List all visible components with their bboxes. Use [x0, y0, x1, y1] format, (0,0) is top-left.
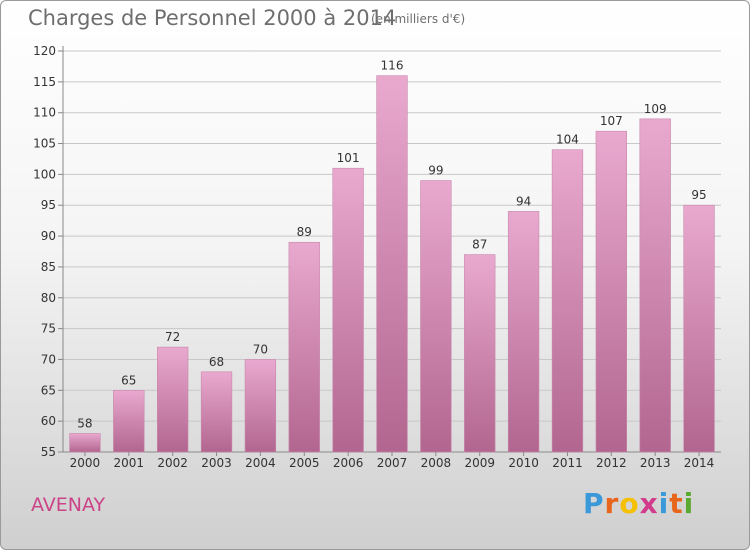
bar-value-label: 104 [556, 133, 579, 147]
x-tick-label: 2005 [289, 456, 320, 470]
chart-subtitle: (en milliers d'€) [371, 12, 466, 26]
bar-value-label: 107 [600, 114, 623, 128]
logo-letter: o [619, 487, 640, 520]
bars [69, 75, 715, 453]
x-tick-label: 2007 [377, 456, 408, 470]
bar [639, 118, 671, 453]
bar-value-label: 58 [77, 416, 92, 430]
bar [376, 75, 408, 453]
bar-value-label: 70 [253, 342, 268, 356]
logo-letter: i [683, 487, 695, 520]
y-tick-label: 60 [41, 414, 56, 428]
bar [595, 130, 627, 453]
data-labels: 58 65 72 68 70 89 101 116 99 87 94 104 107 109 95 [77, 59, 706, 431]
y-tick-label: 120 [33, 44, 56, 58]
bar-value-label: 109 [644, 102, 667, 116]
bar-value-label: 89 [297, 225, 312, 239]
bar [683, 204, 715, 453]
y-tick-label: 70 [41, 352, 56, 366]
y-tick-label: 75 [41, 322, 56, 336]
logo-letter: i [658, 487, 670, 520]
x-tick-label: 2006 [333, 456, 364, 470]
bar [332, 167, 364, 453]
x-tick-label: 2004 [245, 456, 276, 470]
logo-letter: t [669, 487, 684, 520]
bar [69, 433, 101, 453]
x-tick-label: 2001 [114, 456, 145, 470]
x-tick-label: 2011 [552, 456, 583, 470]
bar [551, 149, 584, 453]
bar-value-label: 68 [209, 355, 224, 369]
y-tick-label: 95 [41, 198, 56, 212]
bar-value-label: 99 [428, 164, 443, 178]
x-tick-label: 2002 [157, 456, 188, 470]
bar-value-label: 65 [121, 373, 136, 387]
y-tick-label: 90 [41, 229, 56, 243]
bar [244, 359, 277, 453]
proxiti-logo: Proxiti [583, 487, 694, 520]
bar [420, 180, 452, 453]
x-tick-label: 2009 [464, 456, 495, 470]
axes: 55 60 65 70 75 80 85 90 95 100 105 110 115 120 2000 200… [33, 44, 721, 470]
bar [113, 390, 145, 453]
y-tick-label: 65 [41, 383, 56, 397]
x-tick-label: 2008 [421, 456, 452, 470]
bar-value-label: 101 [337, 151, 360, 165]
x-tick-label: 2012 [596, 456, 627, 470]
logo-letter: r [604, 487, 620, 520]
x-tick-label: 2000 [70, 456, 101, 470]
x-tick-label: 2014 [684, 456, 715, 470]
bar-value-label: 72 [165, 330, 180, 344]
y-tick-label: 80 [41, 291, 56, 305]
bar [157, 346, 189, 453]
y-tick-label: 55 [41, 445, 56, 459]
place-name: AVENAY [31, 494, 106, 516]
chart-title: Charges de Personnel 2000 à 2014 [28, 6, 397, 30]
bar-value-label: 87 [472, 238, 487, 252]
bar [200, 371, 233, 453]
y-tick-label: 115 [33, 75, 56, 89]
bar [507, 211, 540, 453]
bar-value-label: 116 [381, 59, 404, 73]
y-tick-label: 110 [33, 106, 56, 120]
bar [288, 241, 320, 453]
bar-value-label: 94 [516, 194, 531, 208]
x-tick-label: 2003 [201, 456, 232, 470]
bar [464, 254, 496, 453]
y-tick-label: 105 [33, 137, 56, 151]
logo-letter: P [583, 487, 605, 520]
bar-value-label: 95 [691, 188, 706, 202]
logo-letter: x [639, 487, 659, 520]
x-tick-label: 2013 [640, 456, 671, 470]
y-tick-label: 85 [41, 260, 56, 274]
y-tick-label: 100 [33, 167, 56, 181]
x-tick-label: 2010 [508, 456, 539, 470]
